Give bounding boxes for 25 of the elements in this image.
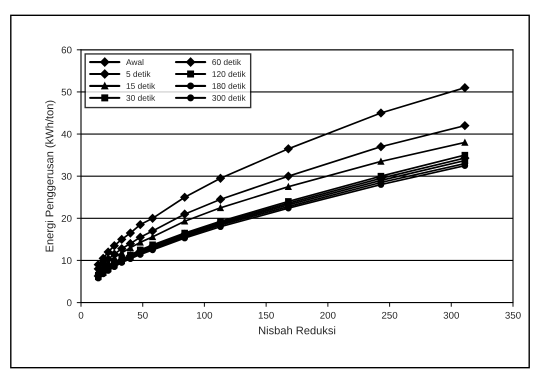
- legend-label: 300 detik: [212, 94, 246, 101]
- legend-label: 120 detik: [212, 70, 246, 78]
- y-tick-label: 0: [66, 299, 72, 306]
- legend-label: 30 detik: [126, 94, 156, 101]
- y-tick-label: 50: [62, 88, 72, 96]
- legend-label: Awal: [126, 58, 144, 66]
- x-tick-label: 250: [382, 312, 398, 319]
- x-tick-label: 350: [505, 312, 521, 319]
- x-tick-label: 0: [78, 312, 84, 319]
- legend-label: 15 detik: [126, 82, 156, 89]
- x-axis-title: Nisbah Reduksi: [259, 326, 336, 334]
- legend-label: 5 detik: [126, 70, 151, 78]
- legend-label: 60 detik: [212, 58, 242, 66]
- y-tick-label: 30: [62, 172, 72, 180]
- legend-label: 180 detik: [212, 82, 246, 89]
- x-tick-label: 200: [320, 312, 336, 319]
- y-tick-label: 10: [62, 257, 72, 264]
- x-tick-label: 300: [444, 312, 460, 319]
- x-tick-label: 100: [197, 312, 212, 319]
- y-axis-title: Energi Penggerusan (kWh/ton): [45, 100, 56, 252]
- y-tick-label: 60: [62, 46, 72, 54]
- y-tick-label: 40: [61, 130, 72, 138]
- x-tick-label: 150: [258, 312, 274, 319]
- y-tick-label: 20: [62, 215, 72, 222]
- x-tick-label: 50: [138, 312, 148, 319]
